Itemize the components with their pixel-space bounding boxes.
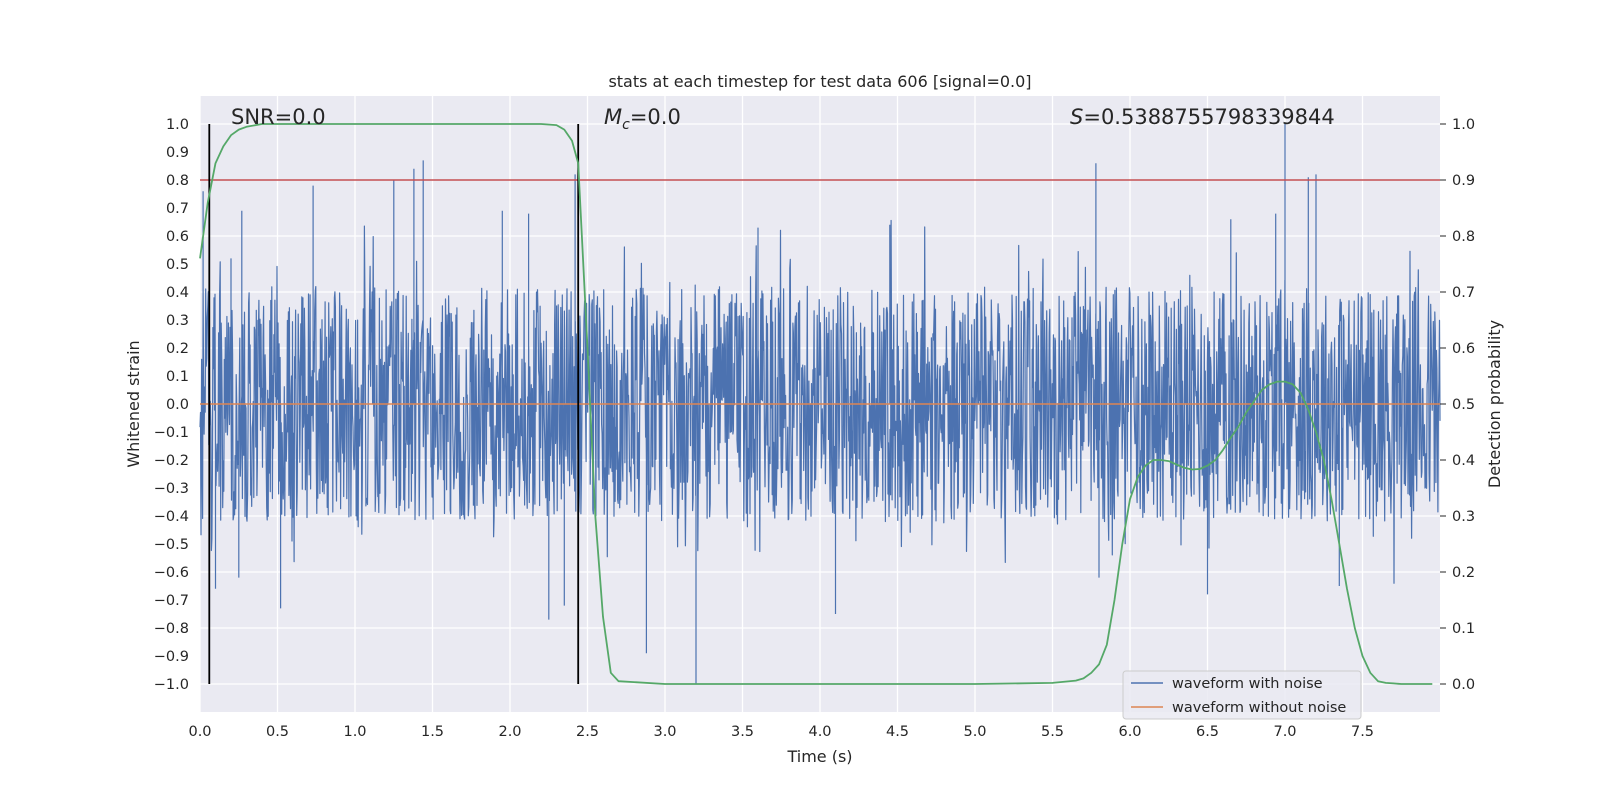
y-right-tick-label: 0.6: [1452, 341, 1475, 357]
legend-label-waveform-without-noise: waveform without noise: [1172, 700, 1346, 716]
y-left-tick-label: 0.7: [166, 201, 189, 217]
x-tick-label: 0.5: [266, 724, 289, 740]
y-left-tick-label: −0.9: [154, 649, 189, 665]
x-tick-label: 7.5: [1351, 724, 1374, 740]
y-left-tick-label: −0.7: [154, 593, 189, 609]
chart-title: stats at each timestep for test data 606…: [608, 72, 1031, 91]
y-left-tick-label: 0.1: [166, 369, 189, 385]
x-tick-label: 5.0: [963, 724, 986, 740]
x-tick-label: 6.0: [1118, 724, 1141, 740]
score-symbol: S: [1070, 105, 1083, 129]
x-axis-label: Time (s): [786, 747, 852, 766]
x-tick-label: 2.0: [498, 724, 521, 740]
waveform-with-noise-series: [199, 124, 1441, 684]
y-left-tick-label: 1.0: [166, 117, 189, 133]
x-tick-label: 4.0: [808, 724, 831, 740]
y-right-tick-label: 0.4: [1452, 453, 1475, 469]
x-tick-label: 0.0: [188, 724, 211, 740]
y-left-tick-label: 0.5: [166, 257, 189, 273]
y-left-tick-label: −0.2: [154, 453, 189, 469]
y-right-tick-label: 0.0: [1452, 677, 1475, 693]
legend-box: [1122, 670, 1362, 720]
y-left-tick-label: −0.3: [154, 481, 189, 497]
overlay-lines: [199, 123, 1440, 685]
x-tick-label: 2.5: [576, 724, 599, 740]
y-left-tick-label: 0.9: [166, 145, 189, 161]
chirp-mass-subscript: c: [622, 117, 630, 133]
x-tick-label: 5.5: [1041, 724, 1064, 740]
y-left-tick-label: −0.8: [154, 621, 189, 637]
x-tick-label: 1.5: [421, 724, 444, 740]
score-value: =0.5388755798339844: [1083, 105, 1334, 129]
y-left-tick-label: 0.6: [166, 229, 189, 245]
y-right-tick-label: 0.7: [1452, 285, 1475, 301]
x-tick-label: 7.0: [1273, 724, 1296, 740]
chirp-mass-value: =0.0: [630, 105, 681, 129]
x-tick-label: 4.5: [886, 724, 909, 740]
y-right-tick-label: 0.5: [1452, 397, 1475, 413]
y-left-tick-label: 0.4: [166, 285, 189, 301]
snr-annotation: SNR=0.0: [231, 105, 326, 129]
y-right-tick-label: 0.8: [1452, 229, 1475, 245]
legend: waveform with noise waveform without noi…: [1122, 670, 1362, 720]
y-left-tick-label: 0.2: [166, 341, 189, 357]
y-right-tick-label: 1.0: [1452, 117, 1475, 133]
score-annotation: S=0.5388755798339844: [1070, 105, 1335, 129]
y-right-tick-label: 0.2: [1452, 565, 1475, 581]
x-tick-label: 1.0: [343, 724, 366, 740]
y-left-tick-label: −0.5: [154, 537, 189, 553]
y-right-tick-label: 0.3: [1452, 509, 1475, 525]
y-right-tick-label: 0.1: [1452, 621, 1475, 637]
tick-labels: 0.0 0.5 1.0 1.5 2.0 2.5 3.0 3.5 4.0 4.5 5.0 5.5 6.0 6…: [154, 117, 1475, 740]
x-tick-label: 3.0: [653, 724, 676, 740]
y-left-tick-label: −0.6: [154, 565, 189, 581]
x-tick-label: 3.5: [731, 724, 754, 740]
chirp-mass-annotation: Mc=0.0: [604, 105, 681, 133]
waveform-with-noise-line: [199, 124, 1441, 684]
y-left-tick-label: −0.4: [154, 509, 189, 525]
y-left-tick-label: 0.0: [166, 397, 189, 413]
y-left-tick-label: −1.0: [154, 677, 189, 693]
y-right-tick-label: 0.9: [1452, 173, 1475, 189]
chirp-mass-symbol: M: [604, 105, 622, 129]
y-axis-label-left: Whitened strain: [124, 340, 143, 467]
x-tick-label: 6.5: [1196, 724, 1219, 740]
legend-label-waveform-with-noise: waveform with noise: [1172, 676, 1323, 692]
y-left-tick-label: 0.8: [166, 173, 189, 189]
y-axis-label-right: Detection probability: [1485, 320, 1504, 488]
y-left-tick-label: −0.1: [154, 425, 189, 441]
detection-probability-line: [199, 123, 1433, 685]
y-left-tick-label: 0.3: [166, 313, 189, 329]
